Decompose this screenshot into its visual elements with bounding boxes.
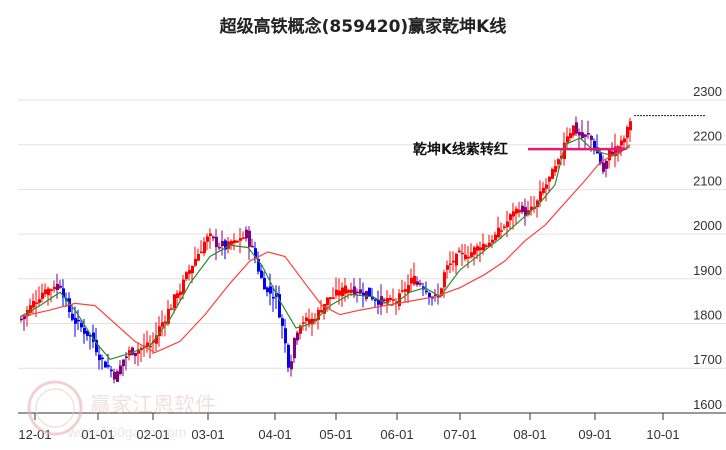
candles (20, 116, 632, 384)
ma-long-line (19, 146, 631, 354)
svg-text:赢家江恩软件: 赢家江恩软件 (90, 393, 216, 417)
x-tick-label: 01-01 (81, 427, 114, 442)
y-tick-label: 1900 (693, 263, 722, 278)
x-tick-label: 12-01 (18, 427, 51, 442)
y-tick-label: 2100 (693, 173, 722, 188)
y-tick-label: 2200 (693, 129, 722, 144)
y-tick-label: 1700 (693, 352, 722, 367)
chart-title: 超级高铁概念(859420)赢家乾坤K线 (219, 17, 507, 37)
x-tick-label: 02-01 (136, 427, 169, 442)
ma-short-line (19, 137, 631, 360)
annotation-label: 乾坤K线紫转红 (413, 141, 508, 158)
y-tick-label: 1800 (693, 308, 722, 323)
x-tick-label: 05-01 (319, 427, 352, 442)
watermark: 赢家江恩软件 www.360gann.com (27, 380, 216, 440)
x-tick-label: 09-01 (578, 427, 611, 442)
x-tick-label: 10-01 (646, 427, 679, 442)
svg-text:www.360gann.com: www.360gann.com (67, 424, 186, 440)
y-tick-label: 2000 (693, 218, 722, 233)
x-tick-label: 03-01 (191, 427, 224, 442)
y-tick-label: 2300 (693, 84, 722, 99)
x-tick-label: 08-01 (513, 427, 546, 442)
arrow-head-icon (617, 145, 628, 154)
x-tick-label: 04-01 (258, 427, 291, 442)
y-tick-label: 1600 (693, 397, 722, 412)
x-tick-label: 07-01 (443, 427, 476, 442)
x-tick-label: 06-01 (380, 427, 413, 442)
